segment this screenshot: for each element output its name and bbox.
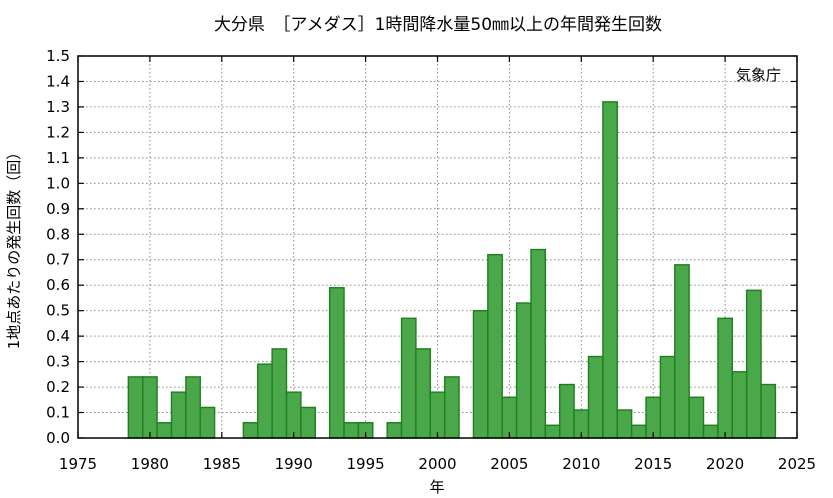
bar-2009: [559, 383, 575, 439]
bar-1983: [185, 376, 201, 439]
bar-2022: [745, 289, 762, 439]
bar-1998: [400, 317, 417, 439]
y-tick-label: 0.1: [46, 404, 70, 422]
y-axis-title: 1地点あたりの発生回数（回）: [5, 145, 23, 350]
bar-2015: [645, 396, 662, 439]
y-tick-label: 0.8: [46, 225, 70, 243]
y-tick-label: 1.1: [46, 149, 70, 167]
y-tick-labels: 0.0 0.1 0.2 0.3 0.4 0.5 0.6 0.7 0.8 0.9 1.0 1.1 1.2 1…: [46, 47, 70, 447]
bar-1999: [415, 348, 432, 439]
bar-2007: [530, 248, 547, 439]
x-axis-title: 年: [429, 478, 444, 496]
bar-2013: [616, 409, 633, 439]
y-tick-label: 1.4: [46, 72, 70, 90]
x-tick-label: 1990: [275, 455, 313, 473]
axis-ticks: [77, 55, 798, 439]
x-tick-label: 1980: [131, 455, 169, 473]
bar-2018: [688, 396, 705, 439]
x-tick-label: 2005: [490, 455, 528, 473]
bar-1980: [142, 376, 158, 439]
bar-2019: [702, 424, 719, 439]
bar-2001: [443, 376, 460, 439]
bar-2003: [472, 309, 489, 439]
x-tick-label: 1985: [203, 455, 241, 473]
bar-2023: [760, 383, 777, 439]
y-tick-label: 0.9: [46, 200, 70, 218]
bar-1989: [271, 348, 288, 439]
bar-2004: [487, 253, 503, 439]
x-tick-label: 2015: [634, 455, 672, 473]
bar-1988: [257, 363, 273, 439]
x-tick-label: 2000: [418, 455, 456, 473]
y-tick-label: 0.6: [46, 276, 70, 294]
source-label: 気象庁: [736, 66, 781, 84]
bar-1987: [242, 422, 259, 439]
bar-1993: [328, 287, 345, 439]
chart-title: 大分県 ［アメダス］1時間降水量50㎜以上の年間発生回数: [214, 15, 662, 35]
y-tick-label: 1.2: [46, 123, 70, 141]
bar-2012: [602, 101, 618, 439]
bar-2008: [544, 424, 561, 439]
bar-1991: [300, 406, 316, 439]
x-tick-labels: 1975 1980 1985 1990 1995 2000 2005 2010 2015 2020…: [59, 455, 816, 473]
x-tick-label: 2020: [706, 455, 744, 473]
y-tick-label: 1.3: [46, 98, 70, 116]
bar-1979: [127, 376, 144, 439]
bars: [127, 101, 777, 439]
y-tick-label: 1.0: [46, 174, 70, 192]
bar-2005: [501, 396, 518, 439]
x-tick-label: 2025: [778, 455, 816, 473]
x-tick-label: 1975: [59, 455, 97, 473]
bar-2017: [674, 264, 690, 439]
bar-2021: [731, 371, 748, 439]
y-tick-label: 0.3: [46, 353, 70, 371]
y-tick-label: 0.7: [46, 251, 70, 269]
bar-2020: [717, 317, 733, 439]
bar-2016: [659, 355, 676, 439]
y-tick-label: 0.5: [46, 302, 70, 320]
y-tick-label: 0.2: [46, 378, 70, 396]
x-tick-label: 2010: [562, 455, 600, 473]
bar-2011: [587, 355, 604, 439]
bar-1994: [343, 422, 360, 439]
bar-1990: [285, 391, 302, 439]
bar-2006: [515, 302, 532, 439]
y-tick-label: 0.0: [46, 429, 70, 447]
bar-1982: [170, 391, 187, 439]
y-tick-label: 1.5: [46, 47, 70, 65]
bar-1984: [199, 406, 216, 439]
x-tick-label: 1995: [347, 455, 385, 473]
bar-2014: [630, 424, 647, 439]
bar-1997: [386, 422, 403, 439]
y-tick-label: 0.4: [46, 327, 70, 345]
bar-1981: [156, 422, 173, 439]
bar-2000: [429, 391, 446, 439]
